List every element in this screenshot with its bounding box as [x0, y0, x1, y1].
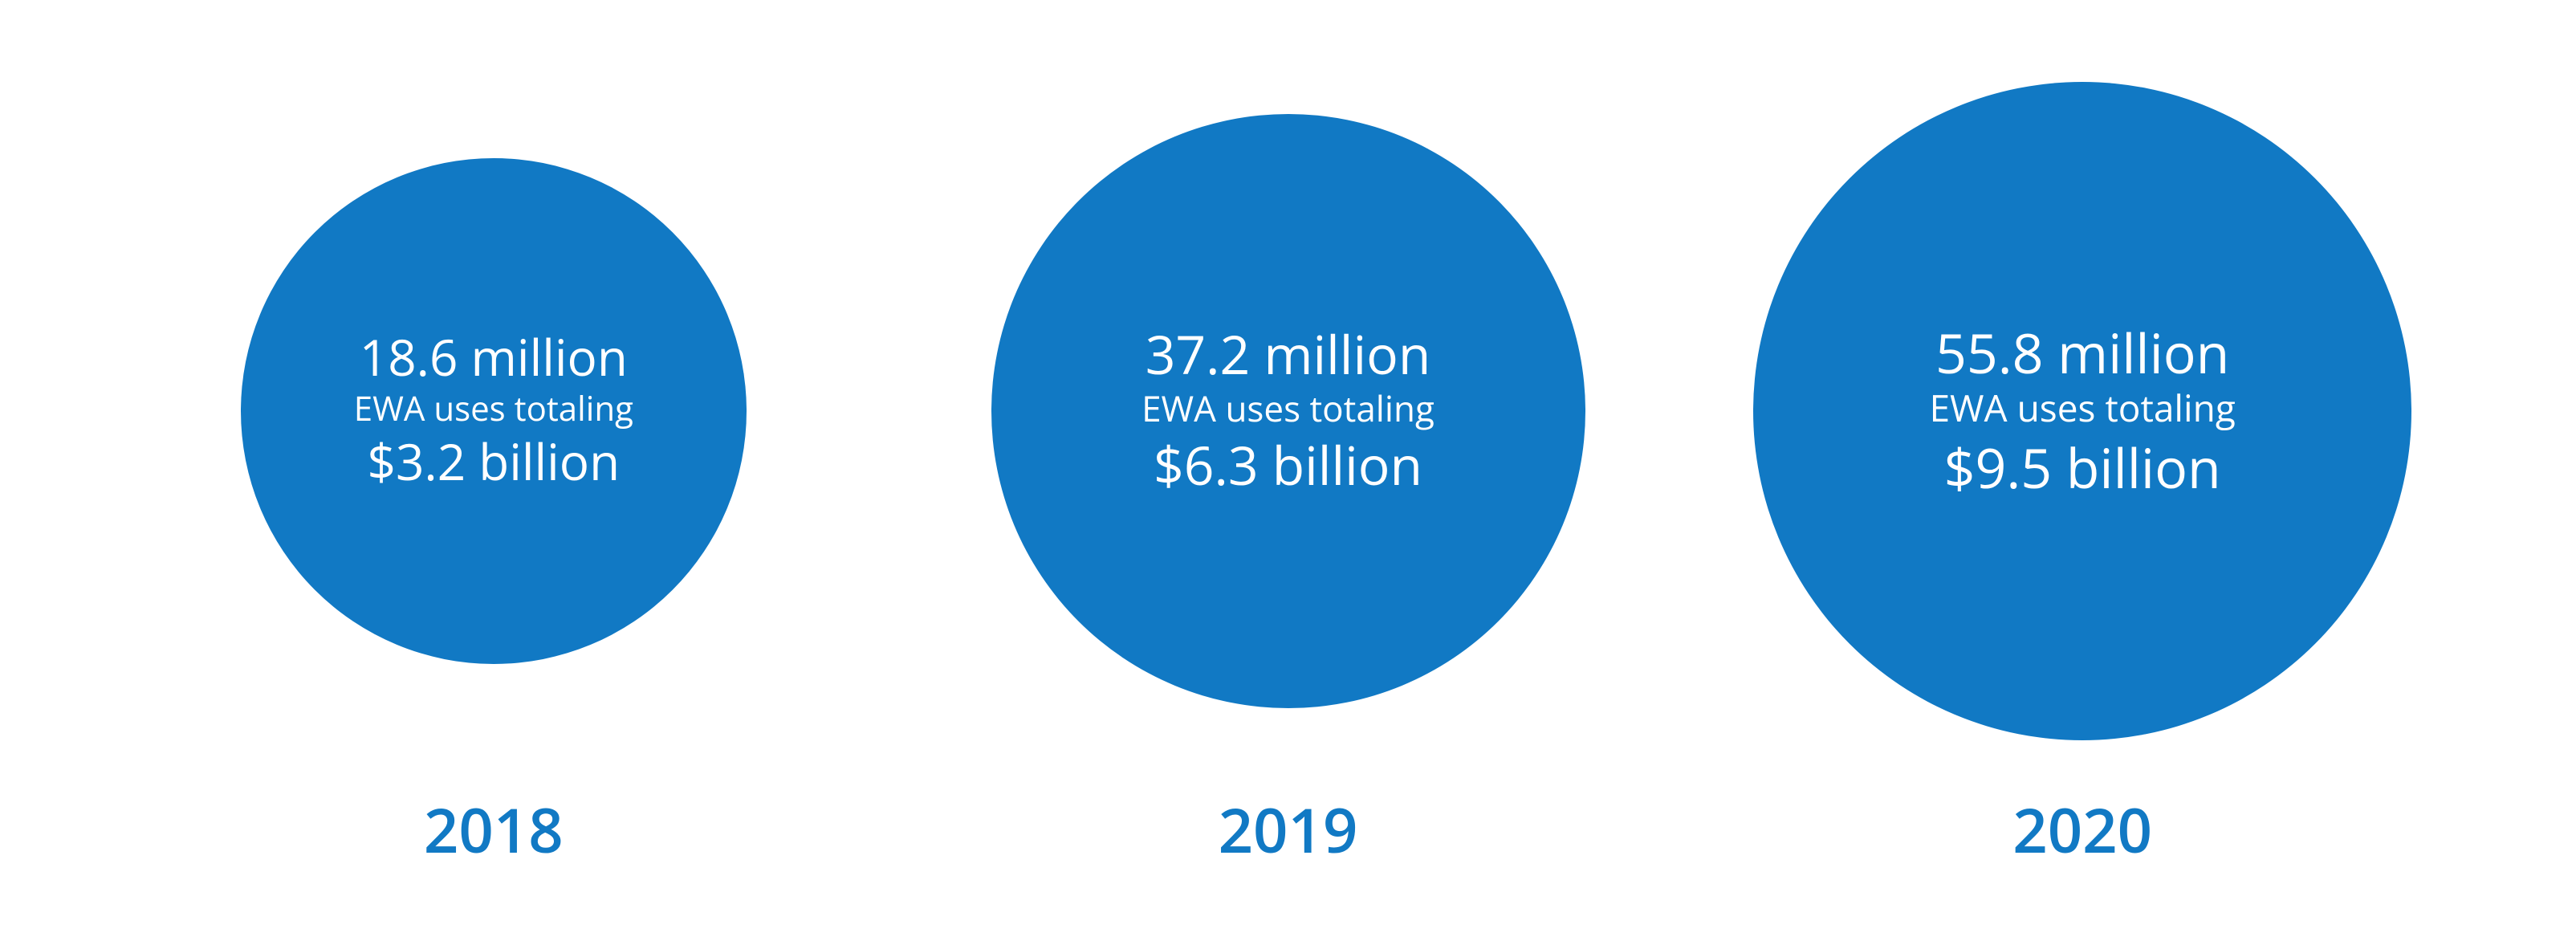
bubble-circle-2020: 55.8 million EWA uses totaling $9.5 bill… [1753, 82, 2411, 740]
year-label-2020: 2020 [2012, 788, 2152, 871]
circle-wrapper: 18.6 million EWA uses totaling $3.2 bill… [241, 66, 747, 756]
year-label-2018: 2018 [424, 788, 564, 871]
bubble-circle-2018: 18.6 million EWA uses totaling $3.2 bill… [241, 158, 747, 664]
bubble-container-2020: 55.8 million EWA uses totaling $9.5 bill… [1685, 66, 2480, 871]
stat-primary: 37.2 million [1146, 325, 1431, 384]
year-label-2019: 2019 [1219, 788, 1358, 871]
stat-secondary: $6.3 billion [1154, 434, 1422, 497]
circle-wrapper: 37.2 million EWA uses totaling $6.3 bill… [991, 66, 1585, 756]
stat-subtext: EWA uses totaling [1930, 382, 2236, 434]
bubble-container-2018: 18.6 million EWA uses totaling $3.2 bill… [96, 66, 891, 871]
stat-subtext: EWA uses totaling [354, 385, 633, 433]
bubble-container-2019: 37.2 million EWA uses totaling $6.3 bill… [891, 66, 1686, 871]
circle-wrapper: 55.8 million EWA uses totaling $9.5 bill… [1753, 66, 2411, 756]
bubble-circle-2019: 37.2 million EWA uses totaling $6.3 bill… [991, 114, 1585, 708]
stat-secondary: $3.2 billion [368, 432, 621, 491]
stat-subtext: EWA uses totaling [1141, 384, 1435, 434]
stat-primary: 55.8 million [1935, 323, 2229, 383]
stat-secondary: $9.5 billion [1944, 434, 2221, 500]
stat-primary: 18.6 million [360, 330, 628, 385]
